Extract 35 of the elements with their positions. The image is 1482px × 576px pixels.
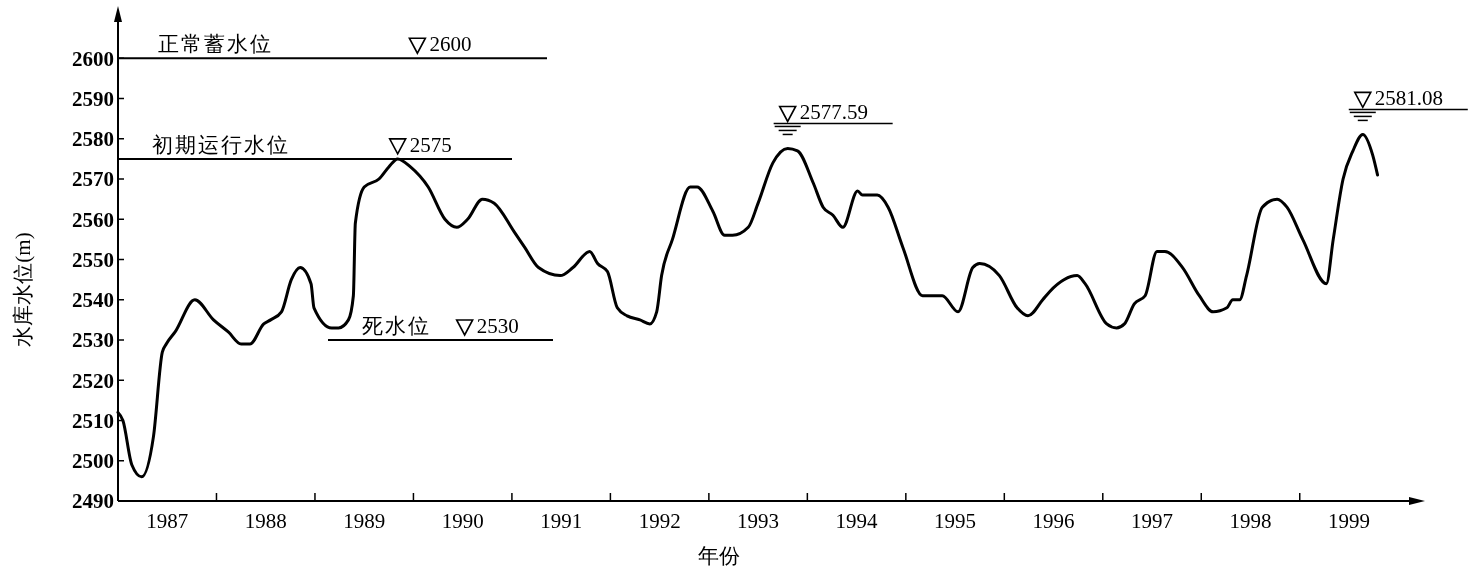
annotation: 2530: [476, 314, 519, 338]
x-tick-label: 1991: [540, 509, 583, 533]
y-tick-label: 2540: [72, 288, 114, 313]
x-tick-label: 1989: [343, 509, 386, 533]
x-tick-label: 1990: [441, 509, 484, 533]
y-tick-label: 2580: [72, 127, 114, 152]
x-tick-label: 1987: [146, 509, 189, 533]
x-axis-title: 年份: [697, 544, 740, 568]
annotation: 2600: [429, 32, 472, 57]
y-tick-label: 2560: [72, 207, 114, 232]
x-tick-label: 1996: [1032, 509, 1075, 533]
ref-line-label: 死水位: [362, 314, 431, 338]
x-tick-label: 1995: [934, 509, 977, 533]
y-tick-label: 2590: [72, 86, 114, 111]
y-tick-label: 2490: [72, 489, 114, 514]
x-tick-label: 1993: [737, 509, 780, 533]
y-axis-title: 水库水位(m): [11, 232, 35, 347]
y-tick-label: 2550: [72, 247, 114, 272]
y-tick-label: 2570: [72, 167, 114, 192]
ref-line-label: 正常蓄水位: [158, 32, 273, 57]
annotation: 2575: [409, 132, 452, 157]
x-tick-label: 1994: [835, 509, 879, 533]
y-tick-label: 2510: [72, 408, 114, 433]
x-tick-label: 1992: [638, 509, 681, 533]
x-tick-label: 1988: [244, 509, 287, 533]
x-tick-label: 1999: [1327, 509, 1370, 533]
x-tick-label: 1997: [1131, 509, 1174, 533]
y-tick-label: 2520: [72, 368, 114, 393]
x-tick-label: 1998: [1229, 509, 1272, 533]
annotation: 2577.59: [799, 100, 868, 125]
y-tick-label: 2500: [72, 449, 114, 474]
annotation: 2581.08: [1374, 86, 1444, 111]
y-tick-label: 2600: [72, 46, 114, 71]
ref-line-label: 初期运行水位: [152, 132, 290, 157]
y-tick-label: 2530: [72, 328, 114, 353]
